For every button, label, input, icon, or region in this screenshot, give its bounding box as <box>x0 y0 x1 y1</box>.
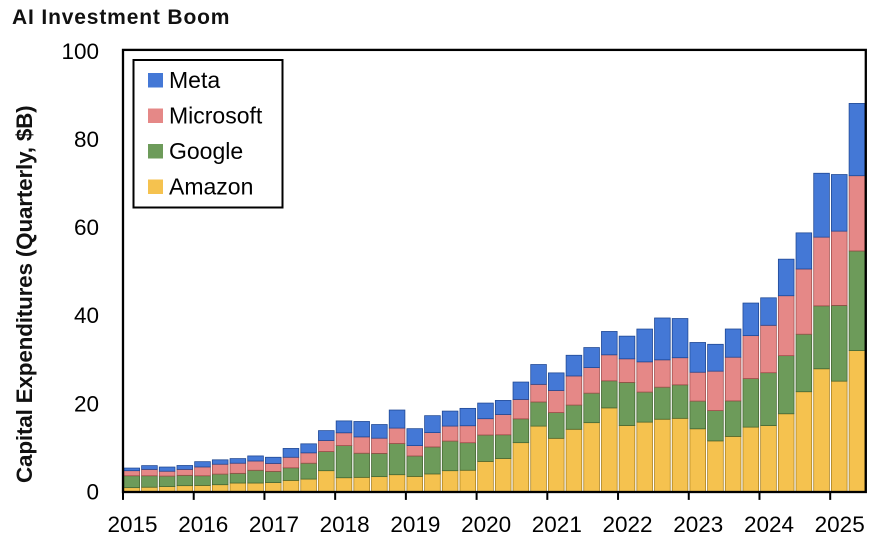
svg-text:2015: 2015 <box>107 512 157 537</box>
svg-text:2019: 2019 <box>390 512 440 537</box>
svg-text:Amazon: Amazon <box>169 174 253 200</box>
svg-text:2018: 2018 <box>320 512 370 537</box>
svg-text:2024: 2024 <box>744 512 794 537</box>
svg-text:2020: 2020 <box>461 512 511 537</box>
svg-text:2023: 2023 <box>673 512 723 537</box>
svg-text:100: 100 <box>61 39 99 64</box>
svg-text:Google: Google <box>169 138 243 164</box>
svg-text:80: 80 <box>74 127 99 152</box>
svg-text:0: 0 <box>86 479 99 504</box>
svg-text:2025: 2025 <box>815 512 865 537</box>
svg-text:60: 60 <box>74 215 99 240</box>
svg-text:20: 20 <box>74 391 99 416</box>
svg-text:2016: 2016 <box>178 512 228 537</box>
svg-text:Microsoft: Microsoft <box>169 103 263 129</box>
svg-text:40: 40 <box>74 303 99 328</box>
svg-text:2022: 2022 <box>603 512 653 537</box>
svg-text:Meta: Meta <box>169 67 220 93</box>
svg-text:2021: 2021 <box>532 512 582 537</box>
svg-text:2017: 2017 <box>249 512 299 537</box>
